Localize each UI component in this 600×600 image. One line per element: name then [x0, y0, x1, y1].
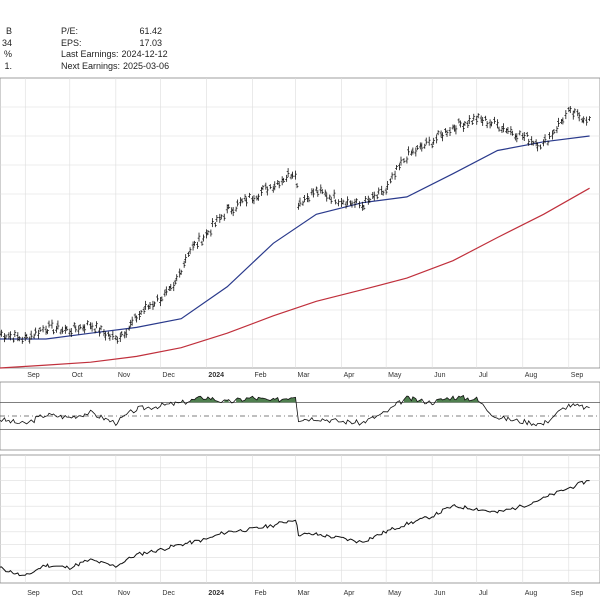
- stat-row-last-earnings: Last Earnings: 2024-12-12: [61, 49, 169, 61]
- relative-strength-line: [0, 480, 590, 577]
- stat-row-next-earnings: Next Earnings: 2025-03-06: [61, 61, 169, 73]
- x-tick-label: 2024: [208, 372, 224, 379]
- price-panel: Sep Oct Nov Dec 2024 Feb Mar Apr May Jun Jul Aug Sep: [0, 77, 600, 379]
- header-left-values: B 34 % .1: [0, 26, 12, 72]
- x-tick-label: Sep: [571, 372, 584, 379]
- x-tick-label: Feb: [254, 372, 266, 379]
- x-tick-label: Aug: [525, 372, 538, 379]
- x-tick-label: May: [388, 590, 402, 597]
- x-tick-label: Apr: [344, 372, 356, 379]
- relative-strength-panel: Sep Oct Nov Dec 2024 Feb Mar Apr May Jun Jul Aug Sep: [0, 454, 600, 597]
- header-stats: P/E: 61.42 EPS: 17.03 Last Earnings: 202…: [61, 26, 169, 72]
- stat-label: EPS:: [61, 37, 82, 48]
- oscillator-overbought-fill: [436, 395, 479, 403]
- x-tick-label: Mar: [298, 372, 311, 379]
- stat-row-eps: EPS: 17.03: [61, 38, 169, 50]
- stat-label: Next Earnings:: [61, 60, 121, 71]
- x-tick-label: Jun: [434, 372, 445, 379]
- x-tick-label: Dec: [162, 590, 175, 597]
- header-left-value: .1: [4, 60, 12, 71]
- oscillator-line: [0, 394, 590, 427]
- oscillator-panel: [0, 381, 600, 451]
- stat-value: 61.42: [139, 26, 162, 36]
- stat-label: Last Earnings:: [61, 49, 119, 59]
- x-tick-label: Oct: [72, 372, 83, 379]
- header-left-value: B: [5, 26, 12, 36]
- stat-row-pe: P/E: 61.42: [61, 26, 169, 38]
- x-tick-label: Sep: [27, 590, 40, 597]
- x-tick-label: Nov: [118, 372, 131, 379]
- x-tick-label: Jul: [479, 590, 488, 597]
- x-tick-label: Mar: [298, 590, 311, 597]
- stat-value: 17.03: [139, 37, 162, 48]
- oscillator-overbought-fill: [404, 396, 422, 403]
- stat-value: 2025-03-06: [123, 60, 170, 71]
- x-tick-label: Feb: [254, 590, 266, 597]
- sma-short-line: [0, 135, 590, 340]
- x-tick-label: Nov: [118, 590, 131, 597]
- x-tick-label: Jun: [434, 590, 445, 597]
- x-tick-label: Jul: [479, 372, 488, 379]
- x-tick-label: Apr: [344, 590, 356, 597]
- x-tick-label: Sep: [571, 590, 584, 597]
- x-tick-label: Dec: [162, 372, 175, 379]
- header-left-value: 34: [1, 37, 12, 48]
- x-tick-label: Sep: [27, 372, 40, 379]
- stat-value: 2024-12-12: [121, 49, 168, 59]
- sma-long-line: [0, 187, 590, 369]
- x-tick-label: May: [388, 372, 402, 379]
- x-tick-label: Aug: [525, 590, 538, 597]
- header-left-value: %: [3, 49, 12, 59]
- stat-label: P/E:: [61, 26, 79, 36]
- x-tick-label: 2024: [208, 590, 224, 597]
- x-tick-label: Oct: [72, 590, 83, 597]
